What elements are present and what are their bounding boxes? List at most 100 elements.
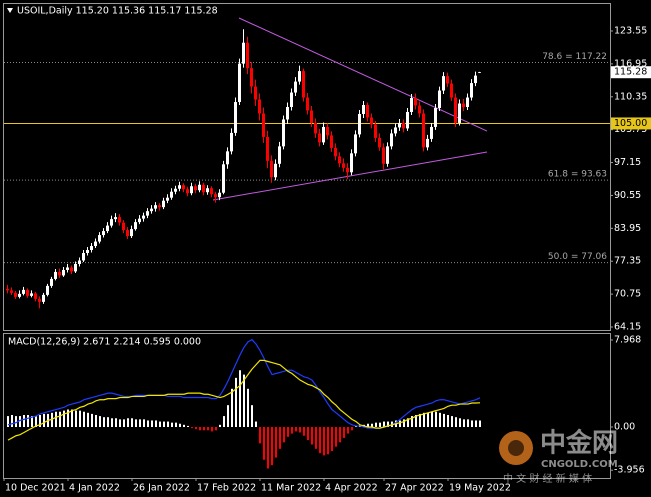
histogram-bar — [327, 427, 329, 455]
candle-body — [426, 138, 429, 148]
y-tick-label: 110.35 — [614, 91, 647, 102]
histogram-bar — [135, 419, 137, 428]
main-panel-border — [3, 3, 611, 331]
candle-body — [466, 97, 469, 108]
histogram-bar — [115, 418, 117, 428]
candle-body — [250, 68, 253, 87]
candle-body — [134, 222, 137, 230]
histogram-bar — [175, 422, 177, 428]
histogram-bar — [211, 427, 213, 432]
histogram-bar — [275, 427, 277, 458]
candle-body — [362, 105, 365, 114]
candle-body — [262, 113, 265, 137]
histogram-bar — [411, 416, 413, 428]
histogram-bar — [295, 427, 297, 432]
histogram-bar — [7, 416, 9, 428]
candle-body — [10, 290, 13, 293]
histogram-bar — [303, 427, 305, 436]
main-title: USOIL,Daily 115.20 115.36 115.17 115.28 — [17, 6, 218, 17]
x-tick-label: 27 Apr 2022 — [385, 483, 444, 494]
candle-body — [114, 217, 117, 220]
candle-body — [218, 192, 221, 198]
candle-body — [198, 184, 201, 191]
y-tick-label: 116.95 — [614, 58, 647, 69]
histogram-bar — [131, 418, 133, 428]
histogram-bar — [383, 421, 385, 428]
candle-body — [170, 191, 173, 198]
candle-body — [90, 246, 93, 251]
candle-body — [474, 75, 477, 84]
histogram-bar — [315, 427, 317, 449]
candle-body — [122, 222, 125, 231]
histogram-bar — [287, 427, 289, 437]
candle-body — [414, 98, 417, 106]
histogram-bar — [83, 411, 85, 428]
histogram-bar — [163, 421, 165, 428]
histogram-bar — [195, 427, 197, 430]
histogram-bar — [223, 416, 225, 428]
candle-body — [14, 292, 17, 297]
histogram-bar — [35, 416, 37, 428]
histogram-bar — [307, 427, 309, 441]
trendline — [238, 17, 488, 132]
histogram-bar — [415, 414, 417, 428]
x-tick-label: 19 May 2022 — [449, 483, 511, 494]
histogram-bar — [343, 427, 345, 438]
candle-body — [322, 126, 325, 143]
candle-body — [318, 133, 321, 143]
candle-body — [82, 253, 85, 261]
histogram-bar — [23, 414, 25, 428]
y-tick-label: 77.35 — [614, 256, 641, 267]
candle-body — [66, 267, 69, 270]
price-level-box — [611, 117, 651, 130]
candle-body — [410, 98, 413, 112]
candle-body — [354, 134, 357, 154]
candle-body — [434, 107, 437, 127]
menu-triangle — [7, 8, 13, 13]
histogram-bar — [67, 409, 69, 428]
histogram-bar — [155, 420, 157, 428]
x-tick-label: 26 Jan 2022 — [133, 483, 190, 494]
candle-body — [146, 211, 149, 216]
y-tick-label: 7.968 — [614, 335, 641, 346]
candle-body — [330, 135, 333, 148]
histogram-bar — [187, 425, 189, 428]
histogram-bar — [231, 388, 233, 428]
y-tick-label: 97.15 — [614, 157, 641, 168]
histogram-bar — [375, 422, 377, 428]
candle-body — [394, 127, 397, 134]
candle-body — [306, 97, 309, 111]
candle-body — [178, 185, 181, 189]
candle-body — [30, 293, 33, 296]
candle-body — [350, 153, 353, 173]
candle-body — [130, 229, 133, 237]
histogram-bar — [91, 413, 93, 428]
candle-body — [46, 285, 49, 295]
y-tick-label: 123.55 — [614, 26, 647, 37]
watermark: 中金网 CNGOLD.COM 中 文 财 经 新 媒 体 — [499, 428, 618, 485]
histogram-bar — [311, 427, 313, 445]
candle-body — [106, 225, 109, 232]
histogram-bar — [207, 427, 209, 431]
histogram-bar — [119, 419, 121, 428]
candle-body — [238, 63, 241, 103]
macd-panel-border — [3, 333, 611, 479]
histogram-bar — [167, 421, 169, 428]
histogram-bar — [75, 410, 77, 428]
candle-body — [190, 186, 193, 194]
signal-line — [7, 359, 481, 441]
histogram-bar — [151, 420, 153, 428]
y-tick-label: 0.00 — [614, 422, 635, 433]
histogram-bar — [387, 421, 389, 428]
trendline — [212, 151, 488, 201]
histogram-bar — [171, 422, 173, 428]
histogram-bar — [251, 405, 253, 428]
histogram-bar — [339, 427, 341, 443]
candle-body — [186, 189, 189, 194]
candle-body — [126, 230, 129, 237]
candle-body — [150, 208, 153, 212]
histogram-bar — [471, 420, 473, 428]
candle-body — [166, 197, 169, 201]
candle-body — [310, 110, 313, 123]
